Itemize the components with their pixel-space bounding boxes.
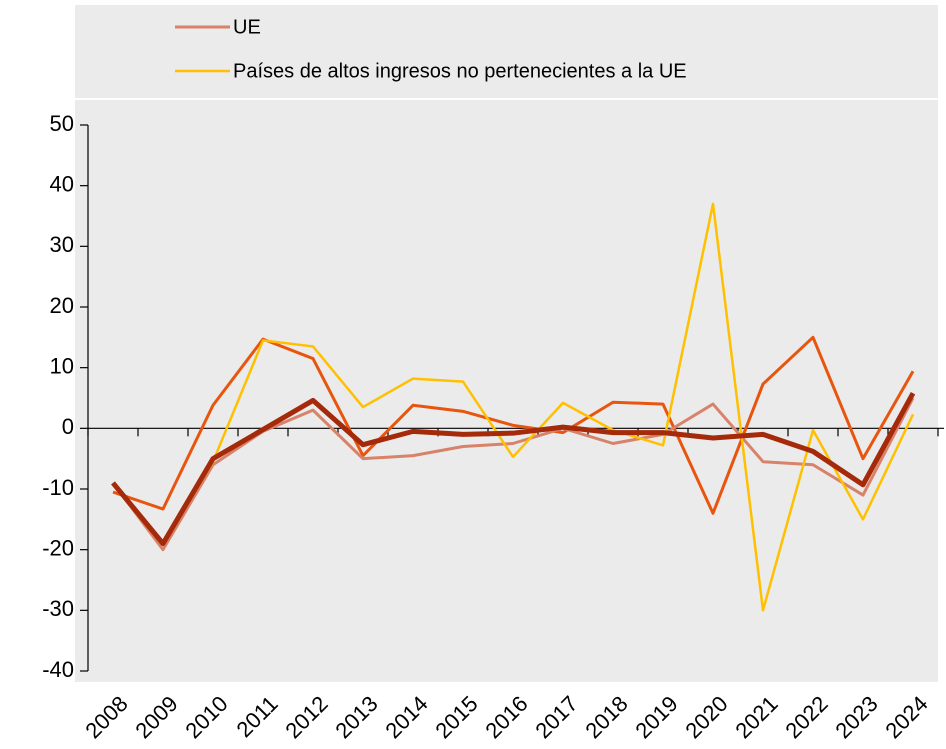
- series-line: [111, 391, 916, 547]
- x-tick-label: 2008: [80, 691, 132, 743]
- y-tick-label: 10: [50, 353, 74, 378]
- x-tick-label: 2024: [880, 691, 932, 743]
- y-tick-label: -40: [42, 657, 74, 682]
- y-tick-label: 0: [62, 414, 74, 439]
- x-tick-label: 2019: [630, 691, 682, 743]
- series-line: [111, 397, 915, 552]
- x-tick-label: 2020: [680, 691, 732, 743]
- x-tick-label: 2010: [180, 691, 232, 743]
- y-tick-label: 20: [50, 293, 74, 318]
- y-tick-label: 40: [50, 171, 74, 196]
- x-tick-label: 2018: [580, 691, 632, 743]
- legend-label: UE: [233, 16, 261, 38]
- x-tick-label: 2017: [530, 691, 582, 743]
- x-tick-label: 2013: [330, 691, 382, 743]
- y-tick-label: 50: [50, 111, 74, 136]
- x-tick-label: 2014: [380, 691, 432, 743]
- x-tick-label: 2015: [430, 691, 482, 743]
- y-tick-label: -20: [42, 535, 74, 560]
- plot-background: [75, 100, 938, 682]
- y-tick-label: -10: [42, 475, 74, 500]
- legend-background: [75, 5, 938, 98]
- x-tick-label: 2012: [280, 691, 332, 743]
- y-tick-label: 30: [50, 232, 74, 257]
- x-tick-label: 2022: [780, 691, 832, 743]
- x-tick-label: 2023: [830, 691, 882, 743]
- x-tick-label: 2016: [480, 691, 532, 743]
- x-tick-label: 2021: [730, 691, 782, 743]
- series-line: [112, 202, 915, 612]
- x-tick-label: 2009: [130, 691, 182, 743]
- y-tick-label: -30: [42, 596, 74, 621]
- series-line: [112, 335, 915, 515]
- legend-label: Países de altos ingresos no pertenecient…: [233, 60, 687, 82]
- x-tick-label: 2011: [232, 691, 283, 742]
